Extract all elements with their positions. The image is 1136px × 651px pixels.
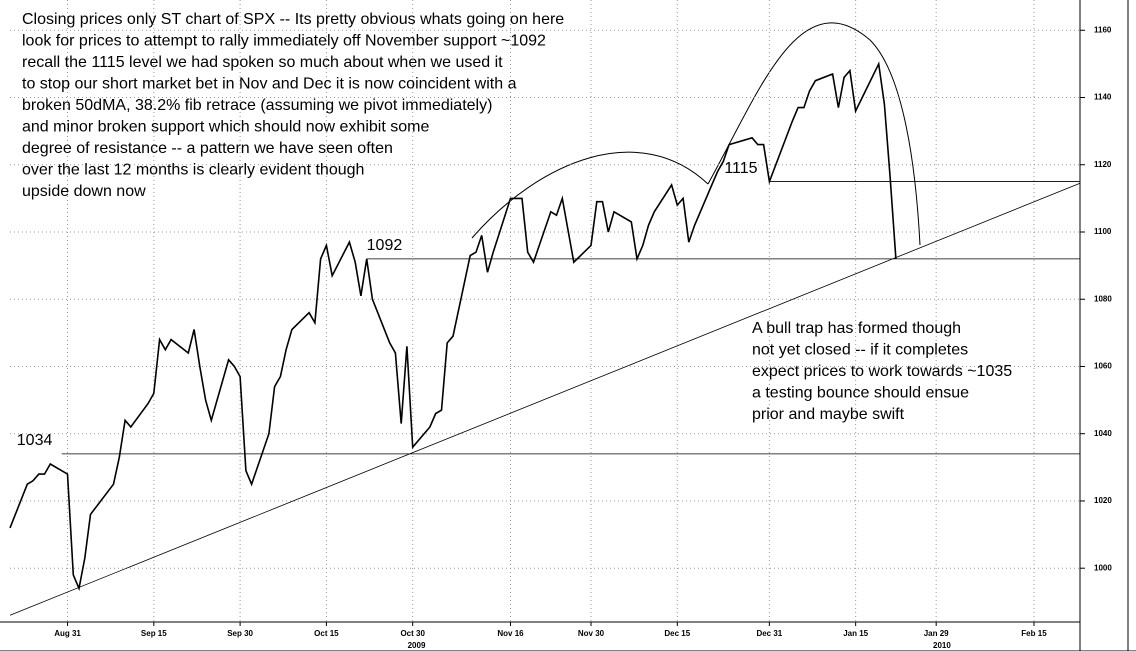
y-tick-label: 1020 (1094, 496, 1112, 505)
x-tick-label: Dec 15 (664, 629, 690, 638)
annotation-line: not yet closed -- if it completes (752, 342, 968, 359)
annotation-line: and minor broken support which should no… (22, 119, 429, 136)
y-tick-label: 1120 (1094, 160, 1112, 169)
y-tick-label: 1040 (1094, 429, 1112, 438)
year-label: 2010 (933, 641, 951, 650)
price-line (9, 61, 897, 592)
y-tick-label: 1000 (1094, 563, 1112, 572)
annotation-line: broken 50dMA, 38.2% fib retrace (assumin… (22, 97, 492, 114)
x-tick-label: Nov 16 (497, 629, 524, 638)
arc (471, 151, 709, 239)
level-label: 1034 (17, 432, 53, 449)
year-label: 2009 (408, 641, 426, 650)
annotation-line: over the last 12 months is clearly evide… (22, 162, 364, 179)
annotation-line: recall the 1115 level we had spoken so m… (22, 54, 503, 71)
x-tick-label: Oct 15 (314, 629, 339, 638)
level-label: 1092 (367, 237, 403, 254)
arc (707, 22, 921, 246)
annotation-line: Closing prices only ST chart of SPX -- I… (22, 11, 564, 28)
level-label: 1115 (724, 160, 757, 177)
annotation-line: degree of resistance -- a pattern we hav… (22, 140, 393, 157)
x-tick-label: Sep 15 (141, 629, 167, 638)
annotation-line: expect prices to work towards ~1035 (752, 363, 1012, 380)
x-tick-label: Jan 29 (924, 629, 949, 638)
x-tick-label: Sep 30 (227, 629, 253, 638)
x-tick-label: Oct 30 (400, 629, 425, 638)
x-tick-label: Feb 15 (1021, 629, 1047, 638)
y-tick-label: 1160 (1094, 25, 1112, 34)
x-tick-label: Dec 31 (756, 629, 782, 638)
annotation-line: upside down now (22, 183, 146, 200)
annotation-line: A bull trap has formed though (752, 320, 961, 337)
annotation-line: prior and maybe swift (752, 406, 905, 423)
y-tick-label: 1100 (1094, 227, 1112, 236)
annotation-line: a testing bounce should ensue (752, 385, 969, 402)
annotation-line: to stop our short market bet in Nov and … (22, 76, 517, 93)
y-tick-label: 1060 (1094, 362, 1112, 371)
y-tick-label: 1140 (1094, 93, 1112, 102)
x-tick-label: Aug 31 (54, 629, 81, 638)
y-tick-label: 1080 (1094, 294, 1112, 303)
x-tick-label: Nov 30 (578, 629, 605, 638)
x-tick-label: Jan 15 (843, 629, 868, 638)
annotation-line: look for prices to attempt to rally imme… (22, 33, 546, 50)
trendline (9, 182, 1081, 616)
